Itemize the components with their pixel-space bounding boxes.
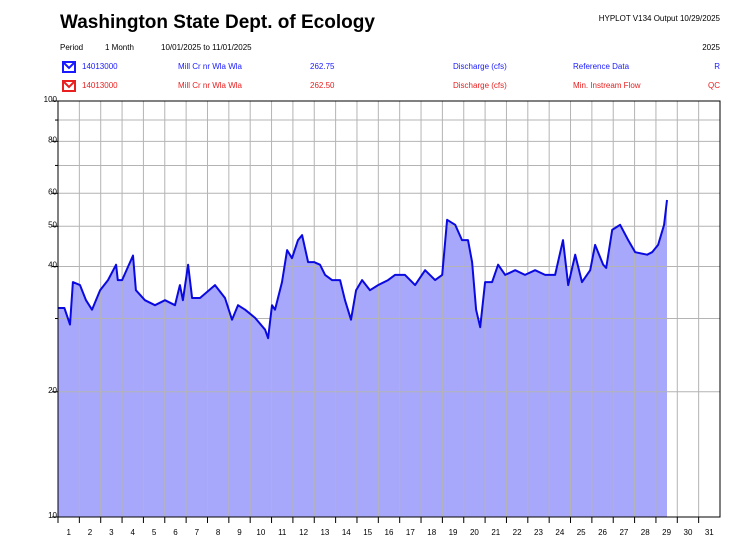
x-tick-label: 29 (662, 528, 671, 537)
x-tick-label: 12 (299, 528, 308, 537)
legend-parameter: Discharge (cfs) (453, 62, 507, 71)
legend-icon (62, 80, 76, 92)
x-tick-label: 26 (598, 528, 607, 537)
x-tick-label: 16 (385, 528, 394, 537)
x-tick-label: 25 (577, 528, 586, 537)
legend-datum: 262.75 (310, 62, 335, 71)
x-tick-label: 14 (342, 528, 351, 537)
x-tick-label: 28 (641, 528, 650, 537)
x-tick-label: 4 (131, 528, 136, 537)
x-tick-label: 21 (491, 528, 500, 537)
legend-parameter: Discharge (cfs) (453, 81, 507, 90)
legend-description: Reference Data (573, 62, 630, 71)
x-tick-label: 2 (88, 528, 93, 537)
period: 1 Month (105, 43, 134, 52)
x-tick-label: 23 (534, 528, 543, 537)
legend-icon-path (62, 80, 76, 92)
legend-icon-path (62, 61, 76, 73)
x-tick-label: 19 (449, 528, 458, 537)
period-label: Period (60, 43, 83, 52)
series-area (58, 200, 667, 517)
legend-name: Mill Cr nr Wla Wla (178, 81, 243, 90)
x-tick-label: 3 (109, 528, 114, 537)
legend-description: Min. Instream Flow (573, 81, 641, 90)
legend-flag: R (714, 62, 720, 71)
x-tick-label: 31 (705, 528, 714, 537)
y-tick-label: 10 (48, 511, 57, 520)
legend-name: Mill Cr nr Wla Wla (178, 62, 243, 71)
x-tick-label: 5 (152, 528, 157, 537)
date-range: 10/01/2025 to 11/01/2025 (161, 43, 252, 52)
x-tick-label: 27 (619, 528, 628, 537)
y-tick-label: 20 (48, 386, 57, 395)
plot-frame (57, 100, 721, 518)
legend-datum: 262.50 (310, 81, 335, 90)
x-tick-label: 22 (513, 528, 522, 537)
y-tick-label: 80 (48, 135, 57, 144)
x-tick-label: 17 (406, 528, 415, 537)
legend-flag: QC (708, 81, 720, 90)
x-tick-label: 8 (216, 528, 221, 537)
x-tick-label: 18 (427, 528, 436, 537)
y-tick-label: 50 (48, 220, 57, 229)
x-tick-label: 20 (470, 528, 479, 537)
x-tick-label: 6 (173, 528, 178, 537)
x-tick-label: 9 (237, 528, 242, 537)
legend-station: 14013000 (82, 81, 118, 90)
x-tick-label: 11 (278, 528, 287, 537)
x-tick-label: 13 (320, 528, 329, 537)
y-tick-label: 40 (48, 261, 57, 270)
x-tick-label: 7 (195, 528, 200, 537)
legend-station: 14013000 (82, 62, 118, 71)
series-line (58, 199, 668, 340)
year: 2025 (702, 43, 720, 52)
x-tick-label: 1 (66, 528, 71, 537)
x-tick-label: 15 (363, 528, 372, 537)
x-tick-label: 10 (256, 528, 265, 537)
x-tick-label: 30 (684, 528, 693, 537)
chart-title: Washington State Dept. of Ecology (60, 12, 375, 33)
y-tick-label: 60 (48, 187, 57, 196)
x-tick-label: 24 (555, 528, 564, 537)
output-info: HYPLOT V134 Output 10/29/2025 (599, 14, 721, 23)
y-tick-label: 100 (44, 95, 58, 104)
legend-icon (62, 61, 76, 73)
